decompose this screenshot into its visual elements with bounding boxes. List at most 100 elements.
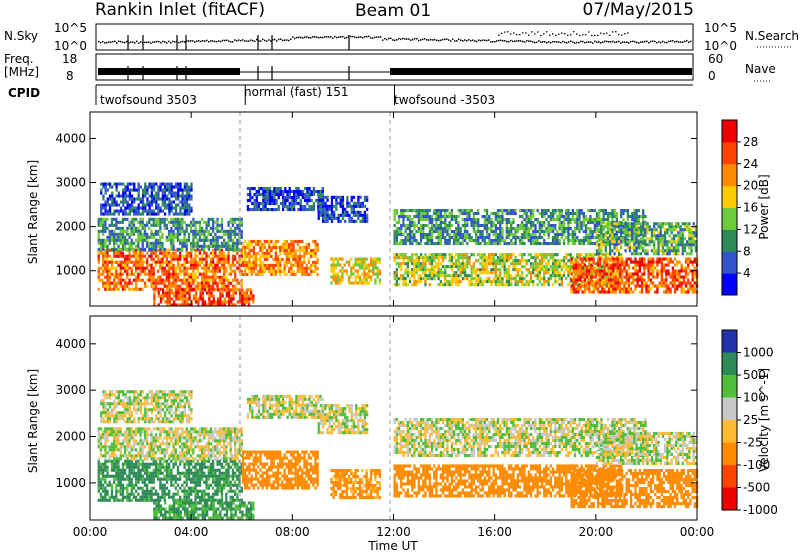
heatmap-cell (361, 219, 364, 223)
heatmap-cell (483, 221, 486, 225)
heatmap-cell (168, 251, 171, 255)
heatmap-cell (593, 230, 596, 234)
heatmap-cell (571, 215, 574, 219)
heatmap-cell (185, 251, 188, 255)
heatmap-cell (430, 230, 434, 234)
heatmap-cell (578, 215, 581, 219)
heatmap-cell (117, 232, 120, 236)
heatmap-cell (499, 262, 502, 266)
heatmap-cell (246, 205, 250, 209)
heatmap-cell (227, 278, 230, 282)
nsky-point (364, 36, 366, 38)
heatmap-cell (485, 242, 489, 246)
heatmap-cell (614, 257, 617, 261)
heatmap-cell (170, 251, 173, 255)
nsky-point (502, 39, 504, 42)
heatmap-cell (534, 242, 537, 246)
heatmap-cell (540, 215, 544, 219)
heatmap-cell (243, 297, 246, 301)
heatmap-cell (108, 209, 112, 213)
heatmap-cell (197, 297, 200, 301)
heatmap-cell (248, 242, 251, 246)
heatmap-cell (168, 288, 171, 292)
heatmap-cell (124, 257, 127, 261)
heatmap-cell (347, 275, 351, 279)
heatmap-cell (374, 260, 377, 264)
heatmap-cell (350, 207, 353, 211)
heatmap-cell (216, 281, 219, 285)
heatmap-cell (580, 253, 583, 257)
heatmap-cell (203, 244, 206, 248)
heatmap-cell (234, 244, 237, 248)
heatmap-cell (574, 287, 578, 291)
heatmap-cell (577, 284, 580, 288)
heatmap-cell (571, 233, 574, 237)
heatmap-cell (97, 278, 100, 282)
heatmap-cell (157, 244, 160, 248)
heatmap-cell (159, 300, 163, 304)
heatmap-cell (245, 297, 248, 301)
heatmap-cell (419, 262, 423, 266)
heatmap-cell (146, 278, 149, 282)
heatmap-cell (490, 239, 493, 243)
heatmap-cell (590, 263, 593, 267)
heatmap-cell (312, 251, 315, 255)
nsky-point (330, 36, 332, 38)
heatmap-cell (159, 209, 162, 213)
heatmap-cell (254, 239, 258, 243)
heatmap-cell (634, 287, 637, 291)
heatmap-cell (479, 283, 482, 287)
heatmap-cell (130, 223, 133, 227)
heatmap-cell (183, 203, 186, 207)
heatmap-cell (290, 248, 293, 252)
heatmap-cell (523, 230, 526, 234)
heatmap-cell (607, 290, 611, 294)
heatmap-cell (592, 275, 595, 279)
heatmap-cell (397, 218, 401, 222)
heatmap-cell (240, 232, 243, 236)
heatmap-cell (411, 236, 414, 240)
heatmap-cell (312, 202, 316, 206)
heatmap-cell (250, 297, 253, 301)
nsky-point (310, 37, 312, 39)
heatmap-cell (288, 190, 291, 194)
heatmap-cell (102, 238, 105, 242)
heatmap-cell (168, 303, 171, 307)
heatmap-cell (558, 224, 561, 228)
nsky-point (158, 40, 160, 43)
heatmap-cell (157, 212, 160, 216)
heatmap-cell (257, 202, 261, 206)
heatmap-cell (132, 287, 136, 291)
heatmap-cell (588, 290, 591, 294)
heatmap-cell (309, 251, 313, 255)
heatmap-cell (181, 244, 184, 248)
heatmap-cell (223, 303, 226, 307)
heatmap-cell (121, 226, 125, 230)
heatmap-cell (499, 259, 502, 263)
heatmap-cell (488, 262, 491, 266)
heatmap-cell (406, 274, 409, 278)
heatmap-cell (479, 262, 482, 266)
heatmap-cell (141, 200, 145, 204)
heatmap-cell (606, 268, 610, 272)
heatmap-cell (547, 277, 550, 281)
heatmap-cell (615, 233, 618, 237)
heatmap-cell (192, 269, 195, 273)
heatmap-cell (126, 194, 129, 198)
heatmap-cell (507, 242, 511, 246)
heatmap-cell (223, 288, 226, 292)
heatmap-cell (277, 196, 280, 200)
heatmap-cell (505, 221, 508, 225)
heatmap-cell (124, 206, 127, 210)
heatmap-cell (426, 242, 429, 246)
heatmap-cell (144, 191, 147, 195)
heatmap-cell (159, 185, 162, 189)
heatmap-cell (573, 227, 577, 231)
heatmap-cell (549, 212, 552, 216)
heatmap-cell (393, 215, 396, 219)
heatmap-cell (574, 278, 578, 282)
heatmap-cell (186, 297, 189, 301)
heatmap-cell (174, 226, 177, 230)
heatmap-cell (576, 221, 579, 225)
heatmap-cell (188, 209, 191, 213)
